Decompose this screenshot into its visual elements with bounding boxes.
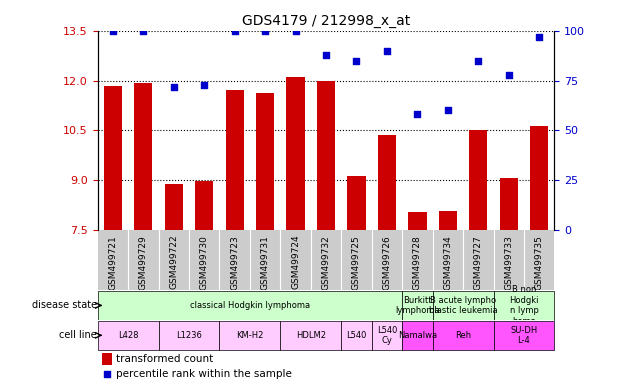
FancyBboxPatch shape bbox=[159, 321, 219, 350]
Point bbox=[534, 34, 544, 40]
Bar bbox=[134, 83, 152, 230]
Text: L540: L540 bbox=[346, 331, 367, 340]
Text: SU-DH
L-4: SU-DH L-4 bbox=[510, 326, 537, 345]
Bar bbox=[164, 184, 183, 230]
Bar bbox=[226, 90, 244, 230]
Point bbox=[290, 28, 301, 34]
Point bbox=[352, 58, 362, 64]
Text: GSM499725: GSM499725 bbox=[352, 235, 361, 290]
Point bbox=[229, 28, 239, 34]
Text: GSM499728: GSM499728 bbox=[413, 235, 422, 290]
Title: GDS4179 / 212998_x_at: GDS4179 / 212998_x_at bbox=[242, 14, 410, 28]
Text: GSM499722: GSM499722 bbox=[169, 235, 178, 290]
Point bbox=[321, 51, 331, 58]
Bar bbox=[469, 130, 488, 230]
Text: classical Hodgkin lymphoma: classical Hodgkin lymphoma bbox=[190, 301, 310, 310]
Point bbox=[108, 28, 118, 34]
FancyBboxPatch shape bbox=[493, 321, 554, 350]
Text: transformed count: transformed count bbox=[116, 354, 213, 364]
FancyBboxPatch shape bbox=[98, 291, 402, 320]
Text: GSM499727: GSM499727 bbox=[474, 235, 483, 290]
Text: KM-H2: KM-H2 bbox=[236, 331, 263, 340]
Text: L540
Cy: L540 Cy bbox=[377, 326, 397, 345]
Text: L428: L428 bbox=[118, 331, 139, 340]
Text: GSM499723: GSM499723 bbox=[230, 235, 239, 290]
Point bbox=[473, 58, 483, 64]
Text: GSM499735: GSM499735 bbox=[535, 235, 544, 290]
Point bbox=[412, 111, 422, 118]
Text: GSM499729: GSM499729 bbox=[139, 235, 148, 290]
Text: GSM499732: GSM499732 bbox=[321, 235, 331, 290]
Bar bbox=[378, 135, 396, 230]
Text: HDLM2: HDLM2 bbox=[296, 331, 326, 340]
Bar bbox=[256, 93, 274, 230]
Bar bbox=[408, 212, 427, 230]
Text: Burkitt
lymphoma: Burkitt lymphoma bbox=[395, 296, 440, 315]
FancyBboxPatch shape bbox=[219, 321, 280, 350]
Bar bbox=[500, 177, 518, 230]
Text: GSM499726: GSM499726 bbox=[382, 235, 391, 290]
FancyBboxPatch shape bbox=[402, 321, 433, 350]
Text: L1236: L1236 bbox=[176, 331, 202, 340]
Bar bbox=[195, 181, 214, 230]
Point bbox=[169, 83, 179, 89]
FancyBboxPatch shape bbox=[98, 321, 159, 350]
Text: GSM499730: GSM499730 bbox=[200, 235, 209, 290]
Text: disease state: disease state bbox=[32, 300, 97, 310]
Point bbox=[443, 108, 453, 114]
Text: GSM499733: GSM499733 bbox=[504, 235, 513, 290]
Bar bbox=[438, 211, 457, 230]
Bar bbox=[530, 126, 548, 230]
Text: cell line: cell line bbox=[59, 330, 97, 340]
Point bbox=[138, 28, 149, 34]
FancyBboxPatch shape bbox=[493, 291, 554, 320]
Text: percentile rank within the sample: percentile rank within the sample bbox=[116, 369, 292, 379]
Text: GSM499734: GSM499734 bbox=[444, 235, 452, 290]
Point bbox=[102, 371, 112, 377]
FancyBboxPatch shape bbox=[433, 321, 493, 350]
Text: GSM499724: GSM499724 bbox=[291, 235, 300, 290]
Text: B non
Hodgki
n lymp
homa: B non Hodgki n lymp homa bbox=[509, 285, 539, 326]
Point bbox=[199, 81, 209, 88]
Bar bbox=[347, 176, 365, 230]
Text: B acute lympho
blastic leukemia: B acute lympho blastic leukemia bbox=[429, 296, 497, 315]
Bar bbox=[104, 86, 122, 230]
FancyBboxPatch shape bbox=[372, 321, 402, 350]
Point bbox=[382, 48, 392, 54]
FancyBboxPatch shape bbox=[341, 321, 372, 350]
Bar bbox=[317, 81, 335, 230]
Text: Reh: Reh bbox=[455, 331, 471, 340]
Bar bbox=[287, 76, 305, 230]
Point bbox=[260, 28, 270, 34]
FancyBboxPatch shape bbox=[280, 321, 341, 350]
Point bbox=[504, 71, 514, 78]
Text: Namalwa: Namalwa bbox=[398, 331, 437, 340]
FancyBboxPatch shape bbox=[433, 291, 493, 320]
Text: GSM499721: GSM499721 bbox=[108, 235, 117, 290]
FancyBboxPatch shape bbox=[402, 291, 433, 320]
Bar bbox=[102, 353, 112, 365]
Text: GSM499731: GSM499731 bbox=[261, 235, 270, 290]
